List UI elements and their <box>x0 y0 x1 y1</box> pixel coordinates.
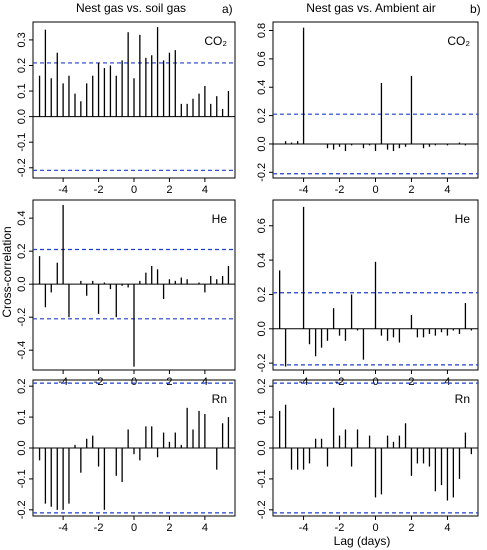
shared-y-axis-label: Cross-correlation <box>0 226 14 317</box>
series-label: He <box>212 212 228 226</box>
x-tick-label: -4 <box>299 522 309 534</box>
panel-3: -0.4 -0.2 0.0 0.2 0.4 -4 -2 0 2 4 He <box>16 199 236 388</box>
y-tick-label: 0.4 <box>16 211 28 226</box>
series-label: Rn <box>455 392 470 406</box>
x-tick-label: -4 <box>299 184 309 196</box>
series-label: Rn <box>212 392 227 406</box>
x-tick-label: 0 <box>131 376 137 388</box>
x-tick-label: 4 <box>202 522 208 534</box>
y-tick-label: 0.2 <box>256 108 268 123</box>
series-label: CO₂ <box>204 34 227 48</box>
x-tick-label: 4 <box>444 522 450 534</box>
y-tick-label: 0.3 <box>16 32 28 47</box>
x-tick-label: 0 <box>372 184 378 196</box>
x-tick-label: -2 <box>335 376 345 388</box>
x-tick-label: -2 <box>335 522 345 534</box>
y-tick-label: 0.0 <box>256 440 268 455</box>
x-tick-label: 2 <box>166 184 172 196</box>
panel-a-title: Nest gas vs. soil gas <box>76 1 186 15</box>
panel-1: -0.2 -0.1 0.0 0.1 0.2 0.3 -4 -2 0 2 4 CO₂ <box>16 21 236 196</box>
panel-5: -0.2 -0.1 0.0 0.1 0.2 -4 -2 0 2 4 Rn <box>16 379 236 534</box>
x-tick-label: 2 <box>166 522 172 534</box>
x-tick-label: 0 <box>131 522 137 534</box>
y-tick-label: -0.2 <box>16 500 28 519</box>
y-tick-label: -0.2 <box>256 354 268 373</box>
y-tick-label: 0.0 <box>16 440 28 455</box>
y-tick-label: -0.1 <box>16 469 28 488</box>
panel-6: -0.2 -0.1 0.0 0.1 0.2 -4 -2 0 2 4 Rn <box>256 379 479 534</box>
y-tick-label: 0.4 <box>256 252 268 267</box>
x-tick-label: 0 <box>372 522 378 534</box>
x-tick-label: -2 <box>335 184 345 196</box>
x-tick-label: 0 <box>372 376 378 388</box>
y-tick-label: 0.0 <box>256 321 268 336</box>
y-tick-label: -0.2 <box>256 500 268 519</box>
x-tick-label: 4 <box>202 376 208 388</box>
x-tick-label: 2 <box>408 376 414 388</box>
y-tick-label: 0.1 <box>256 409 268 424</box>
y-tick-label: -0.2 <box>256 163 268 182</box>
y-tick-label: 0.0 <box>256 136 268 151</box>
panel-b-title: Nest gas vs. Ambient air <box>306 1 435 15</box>
x-tick-label: 0 <box>131 184 137 196</box>
x-tick-label: -4 <box>58 376 68 388</box>
y-tick-label: 0.2 <box>16 379 28 394</box>
series-label: CO₂ <box>447 34 470 48</box>
panel-a-letter: a) <box>222 2 233 16</box>
x-tick-label: 2 <box>408 184 414 196</box>
y-tick-label: 0.2 <box>256 379 268 394</box>
x-tick-label: -4 <box>58 184 68 196</box>
shared-x-axis-label: Lag (days) <box>334 534 391 548</box>
x-tick-label: 4 <box>202 184 208 196</box>
x-tick-label: -4 <box>299 376 309 388</box>
x-tick-label: 4 <box>444 376 450 388</box>
series-label: He <box>455 212 471 226</box>
y-tick-label: -0.2 <box>16 158 28 177</box>
x-tick-label: 4 <box>444 184 450 196</box>
x-tick-label: -4 <box>58 522 68 534</box>
y-tick-label: 0.0 <box>16 109 28 124</box>
y-tick-label: 0.6 <box>256 218 268 233</box>
x-tick-label: -2 <box>94 184 104 196</box>
y-tick-label: 0.2 <box>16 244 28 259</box>
y-tick-label: -0.2 <box>16 308 28 327</box>
y-tick-label: 0.1 <box>16 83 28 98</box>
x-tick-label: -2 <box>94 522 104 534</box>
panel-b-letter: b) <box>470 2 481 16</box>
panels-group: -0.2 -0.1 0.0 0.1 0.2 0.3 -4 -2 0 2 4 CO₂ -0.2 0.0 0.2… <box>16 21 479 534</box>
panel-4: -0.2 0.0 0.2 0.4 0.6 -4 -2 0 2 4 He <box>256 199 479 388</box>
y-tick-label: -0.1 <box>256 469 268 488</box>
y-tick-label: 0.4 <box>256 80 268 95</box>
y-tick-label: 0.6 <box>256 51 268 66</box>
x-tick-label: 2 <box>408 522 414 534</box>
y-tick-label: -0.1 <box>16 133 28 152</box>
x-tick-label: -2 <box>94 376 104 388</box>
y-tick-label: 0.1 <box>16 409 28 424</box>
y-tick-label: 0.0 <box>16 277 28 292</box>
y-tick-label: -0.4 <box>16 341 28 360</box>
y-tick-label: 0.8 <box>256 23 268 38</box>
panel-2: -0.2 0.0 0.2 0.4 0.6 0.8 -4 -2 0 2 4 CO₂ <box>256 21 479 196</box>
y-tick-label: 0.2 <box>256 287 268 302</box>
x-tick-label: 2 <box>166 376 172 388</box>
y-tick-label: 0.2 <box>16 58 28 73</box>
